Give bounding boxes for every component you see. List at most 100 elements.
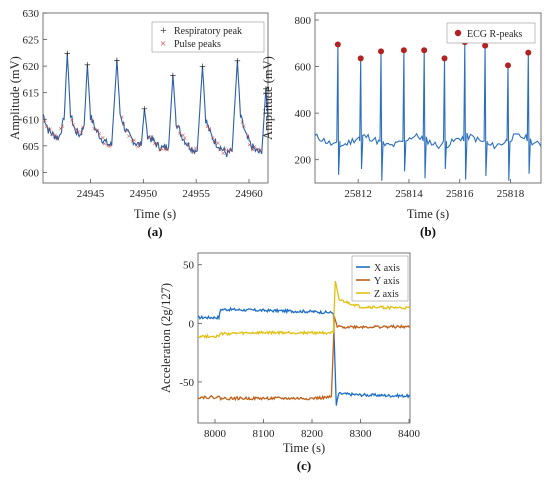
- respiratory-peak-marker: +: [114, 53, 121, 67]
- panel-a-ylabel: Amplitude (mV): [8, 56, 22, 140]
- pulse-peak-marker: ×: [108, 142, 113, 151]
- b-xtick-label: 25816: [446, 188, 474, 200]
- pulse-peak-marker: ×: [247, 141, 252, 150]
- pulse-peak-marker: ×: [130, 137, 135, 146]
- b-ytick-label: 600: [295, 62, 312, 74]
- pulse-peak-marker: ×: [152, 140, 157, 149]
- a-ytick-label: 605: [23, 141, 40, 153]
- pulse-peak-marker: ×: [258, 146, 263, 155]
- c-xtick-label: 8100: [252, 428, 275, 440]
- legend-rpeak-marker: [454, 29, 462, 37]
- c-ytick-label: 50: [183, 260, 195, 272]
- ecg-r-peak-marker: [504, 62, 511, 69]
- pulse-peak-marker: ×: [256, 145, 261, 154]
- ecg-r-peak-marker: [378, 48, 385, 55]
- pulse-peak-marker: ×: [193, 144, 198, 153]
- panel-c-series-line-y-axis: [197, 316, 411, 402]
- pulse-peak-marker: ×: [60, 122, 65, 131]
- a-xtick-label: 24945: [77, 188, 105, 200]
- a-ytick-label: 615: [23, 88, 40, 100]
- legend-resp-marker: +: [160, 23, 167, 37]
- pulse-peak-marker: ×: [70, 116, 75, 125]
- a-ytick-label: 610: [23, 114, 40, 126]
- pulse-peak-marker: ×: [183, 134, 188, 143]
- ecg-r-peak-marker: [441, 55, 448, 62]
- pulse-peak-marker: ×: [177, 129, 182, 138]
- respiratory-peak-marker: +: [64, 46, 71, 60]
- c-xtick-label: 8300: [350, 428, 373, 440]
- pulse-peak-marker: ×: [71, 121, 76, 130]
- ecg-r-peak-marker: [525, 49, 532, 56]
- pulse-peak-marker: ×: [125, 127, 130, 136]
- panel-a-plot: ×× ×× ×××××××××××× ×× ×× ×××××××××××××××× ××××…: [42, 46, 269, 158]
- pulse-peak-marker: ×: [191, 147, 196, 156]
- pulse-peak-marker: ×: [76, 128, 81, 137]
- a-xtick-label: 24960: [235, 188, 263, 200]
- legend-y-label: Y axis: [374, 276, 400, 287]
- ecg-r-peak-marker: [400, 47, 407, 54]
- b-ytick-label: 200: [295, 155, 312, 167]
- pulse-peak-marker: ×: [242, 122, 247, 131]
- pulse-peak-marker: ×: [163, 145, 168, 154]
- pulse-peak-marker: ×: [205, 123, 210, 132]
- pulse-peak-marker: ×: [159, 144, 164, 153]
- pulse-peak-marker: ×: [92, 125, 97, 134]
- c-ytick-label: -50: [179, 377, 194, 389]
- pulse-peak-marker: ×: [212, 138, 217, 147]
- pulse-peak-marker: ×: [240, 118, 245, 127]
- b-xtick-label: 25818: [497, 188, 525, 200]
- a-ytick-label: 630: [23, 8, 40, 20]
- a-ytick-label: 620: [23, 61, 40, 73]
- respiratory-peak-marker: +: [170, 68, 177, 82]
- pulse-peak-marker: ×: [252, 143, 257, 152]
- ecg-r-peak-marker: [482, 42, 489, 49]
- pulse-peak-marker: ×: [106, 142, 111, 151]
- pulse-peak-marker: ×: [245, 132, 250, 141]
- pulse-peak-marker: ×: [81, 123, 86, 132]
- panel-b-legend: [446, 22, 536, 44]
- legend-x-label: X axis: [374, 263, 400, 274]
- pulse-peak-marker: ×: [149, 135, 154, 144]
- ecg-r-peak-marker: [357, 55, 364, 62]
- pulse-peak-marker: ×: [158, 146, 163, 155]
- panel-a-y-ticks: 600 605 610 615 620 625 630: [23, 8, 47, 179]
- panel-c-series-line-z-axis: [197, 281, 411, 340]
- legend-pulse-marker: ×: [160, 38, 166, 50]
- pulse-peak-marker: ×: [48, 125, 53, 134]
- pulse-peak-marker: ×: [132, 136, 137, 145]
- panel-b-x-ticks: 25812 25814 25816 25818: [344, 179, 525, 200]
- a-xtick-label: 24950: [130, 188, 158, 200]
- pulse-peak-marker: ×: [95, 126, 100, 135]
- panel-c-plot: [197, 281, 411, 406]
- b-xtick-label: 25812: [344, 188, 372, 200]
- panel-c-xlabel: Time (s): [283, 441, 325, 455]
- panel-c-label: (c): [297, 458, 311, 473]
- pulse-peak-marker: ×: [188, 145, 193, 154]
- a-xtick-label: 24955: [182, 188, 210, 200]
- panel-c-y-ticks: -50 0 50: [179, 260, 202, 389]
- legend-z-label: Z axis: [374, 289, 399, 300]
- pulse-peak-marker: ×: [58, 125, 63, 134]
- pulse-peak-marker: ×: [137, 139, 142, 148]
- pulse-peak-marker: ×: [120, 113, 125, 122]
- respiratory-peak-marker: +: [262, 81, 269, 95]
- panel-c-series-line-x-axis: [197, 306, 411, 406]
- respiratory-peak-marker: +: [234, 53, 241, 67]
- pulse-peak-marker: ×: [135, 143, 140, 152]
- pulse-peak-marker: ×: [226, 148, 231, 157]
- pulse-peak-marker: ×: [228, 146, 233, 155]
- panel-b-plot: [314, 39, 542, 181]
- panel-b-y-ticks: 200 400 600 800: [295, 15, 319, 167]
- respiratory-peak-marker: +: [141, 102, 148, 116]
- b-xtick-label: 25814: [395, 188, 423, 200]
- pulse-peak-marker: ×: [97, 130, 102, 139]
- pulse-peak-marker: ×: [186, 141, 191, 150]
- b-ytick-label: 400: [295, 108, 312, 120]
- panel-c-x-ticks: 8000 8100 8200 8300 8400: [204, 419, 421, 440]
- panel-b-ecg-line: [314, 42, 542, 181]
- respiratory-peak-marker: +: [199, 59, 206, 73]
- c-xtick-label: 8200: [301, 428, 324, 440]
- c-ytick-label: 0: [189, 318, 195, 330]
- b-ytick-label: 800: [295, 15, 312, 27]
